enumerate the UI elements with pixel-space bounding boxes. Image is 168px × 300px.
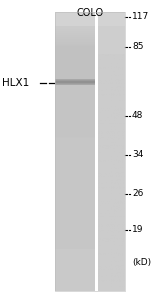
Text: (kD): (kD) xyxy=(132,258,151,267)
Text: 117: 117 xyxy=(132,12,149,21)
Text: COLO: COLO xyxy=(76,8,103,17)
Bar xyxy=(55,12,125,291)
Text: 26: 26 xyxy=(132,189,143,198)
Text: 34: 34 xyxy=(132,150,143,159)
Text: 19: 19 xyxy=(132,225,143,234)
Text: HLX1: HLX1 xyxy=(2,77,29,88)
Text: 85: 85 xyxy=(132,42,143,51)
Text: 48: 48 xyxy=(132,111,143,120)
